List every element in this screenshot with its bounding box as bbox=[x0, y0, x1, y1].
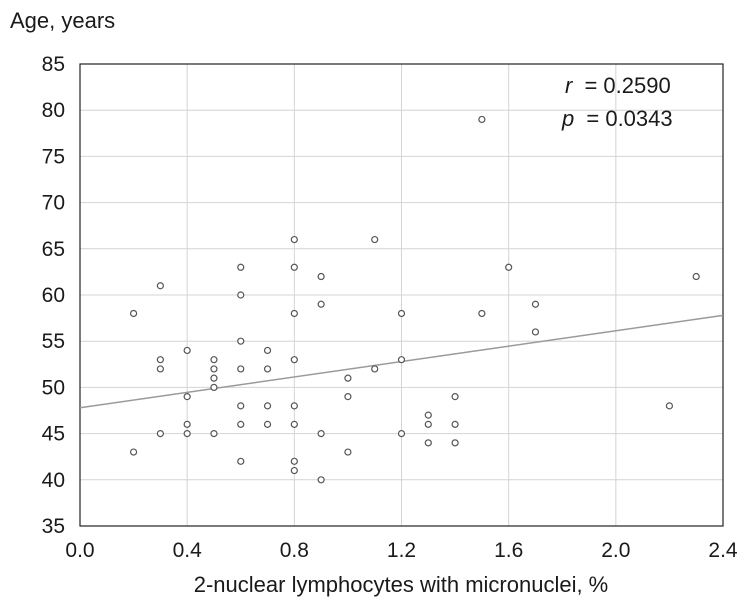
y-tick-label: 40 bbox=[42, 469, 65, 492]
data-point bbox=[290, 466, 298, 475]
data-point bbox=[210, 365, 218, 373]
data-point bbox=[290, 309, 298, 318]
data-point bbox=[237, 365, 245, 373]
data-point bbox=[397, 356, 406, 364]
data-point bbox=[263, 420, 272, 428]
data-point bbox=[290, 235, 298, 244]
data-point bbox=[210, 356, 218, 364]
x-tick-label: 2.0 bbox=[601, 539, 630, 562]
data-point bbox=[397, 430, 406, 438]
data-point bbox=[317, 272, 325, 281]
data-point bbox=[478, 309, 486, 318]
data-point bbox=[237, 263, 245, 271]
data-point bbox=[692, 272, 700, 281]
data-point bbox=[371, 365, 379, 373]
data-point bbox=[156, 430, 164, 438]
data-point bbox=[237, 420, 245, 428]
y-tick-label: 60 bbox=[42, 284, 65, 307]
data-point bbox=[424, 439, 432, 447]
data-point bbox=[210, 383, 218, 391]
data-point bbox=[371, 235, 379, 244]
data-point bbox=[156, 365, 164, 373]
data-points bbox=[129, 115, 700, 484]
y-tick-label: 75 bbox=[42, 145, 65, 168]
data-point bbox=[210, 430, 218, 438]
r-symbol: r bbox=[565, 73, 574, 98]
data-point bbox=[263, 402, 272, 410]
data-point bbox=[290, 457, 298, 465]
data-point bbox=[290, 356, 298, 364]
data-point bbox=[237, 291, 245, 299]
data-point bbox=[317, 476, 325, 484]
data-point bbox=[344, 393, 352, 401]
y-tick-label: 65 bbox=[42, 238, 65, 261]
y-tick-label: 55 bbox=[42, 330, 65, 353]
data-point bbox=[290, 402, 298, 410]
plot-frame bbox=[79, 63, 724, 527]
data-point bbox=[505, 263, 513, 271]
data-point bbox=[183, 430, 191, 438]
y-tick-label: 70 bbox=[42, 192, 65, 215]
x-tick-label: 1.6 bbox=[494, 539, 523, 562]
p-symbol: p bbox=[561, 106, 574, 131]
data-point bbox=[344, 448, 352, 456]
r-value: = 0.2590 bbox=[584, 73, 670, 98]
data-point bbox=[397, 309, 406, 318]
data-point bbox=[451, 393, 459, 401]
x-axis-label: 2-nuclear lymphocytes with micronuclei, … bbox=[194, 572, 609, 597]
data-point bbox=[317, 430, 325, 438]
r-annotation: r = 0.2590 bbox=[565, 73, 671, 98]
data-point bbox=[156, 356, 164, 364]
data-point bbox=[183, 346, 191, 355]
x-tick-label: 0.0 bbox=[65, 539, 94, 562]
data-point bbox=[290, 420, 298, 428]
data-point bbox=[531, 328, 540, 336]
data-point bbox=[183, 393, 191, 401]
p-value: = 0.0343 bbox=[586, 106, 672, 131]
x-tick-label: 0.8 bbox=[280, 539, 309, 562]
data-point bbox=[424, 420, 432, 428]
y-axis-ticks: 35 40 45 50 55 60 65 70 75 80 85 bbox=[42, 53, 65, 538]
data-point bbox=[531, 300, 540, 308]
data-point bbox=[129, 448, 138, 456]
y-tick-label: 45 bbox=[42, 423, 65, 446]
data-point bbox=[478, 115, 486, 124]
y-axis-label: Age, years bbox=[10, 8, 115, 33]
p-annotation: p = 0.0343 bbox=[561, 106, 673, 131]
data-point bbox=[210, 374, 218, 382]
x-tick-label: 2.4 bbox=[708, 539, 738, 562]
data-point bbox=[665, 402, 674, 410]
data-point bbox=[451, 420, 459, 428]
data-point bbox=[156, 282, 164, 290]
data-point bbox=[183, 420, 191, 428]
y-tick-label: 85 bbox=[42, 53, 65, 76]
grid-lines bbox=[80, 64, 723, 526]
x-axis-ticks: 0.0 0.4 0.8 1.2 1.6 2.0 2.4 bbox=[65, 539, 738, 562]
data-point bbox=[129, 309, 138, 318]
x-tick-label: 0.4 bbox=[173, 539, 203, 562]
data-point bbox=[344, 374, 352, 382]
data-point bbox=[451, 439, 459, 447]
y-tick-label: 50 bbox=[42, 376, 65, 399]
data-point bbox=[237, 402, 245, 410]
data-point bbox=[317, 300, 325, 308]
y-tick-label: 35 bbox=[42, 515, 65, 538]
data-point bbox=[424, 411, 432, 419]
data-point bbox=[263, 346, 272, 355]
x-tick-label: 1.2 bbox=[387, 539, 416, 562]
data-point bbox=[263, 365, 272, 373]
data-point bbox=[237, 337, 245, 345]
data-point bbox=[237, 457, 245, 465]
y-tick-label: 80 bbox=[42, 99, 65, 122]
data-point bbox=[290, 263, 298, 271]
